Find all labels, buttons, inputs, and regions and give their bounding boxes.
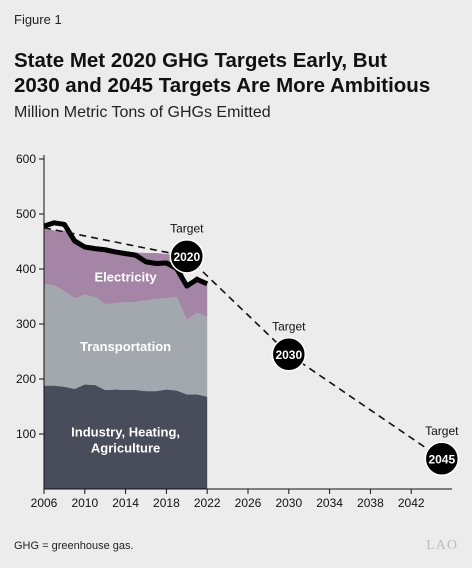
x-tick-label: 2014 <box>112 496 139 510</box>
x-tick-label: 2006 <box>31 496 58 510</box>
area-label: Agriculture <box>91 441 160 456</box>
area-label: Transportation <box>80 339 171 354</box>
total-emissions-line <box>43 220 209 289</box>
x-tick-label: 2030 <box>275 496 302 510</box>
y-tick-label: 200 <box>16 372 36 386</box>
target-caption: Target <box>425 424 459 438</box>
y-tick-label: 400 <box>16 262 36 276</box>
x-tick-label: 2026 <box>235 496 262 510</box>
x-tick-label: 2018 <box>153 496 180 510</box>
chart-title-line1: State Met 2020 GHG Targets Early, But <box>14 49 387 72</box>
area-transportation <box>44 283 208 397</box>
x-tick-label: 2010 <box>71 496 98 510</box>
y-tick-label: 300 <box>16 317 36 331</box>
lao-logo: LAO <box>426 538 458 553</box>
target-path-line <box>43 226 443 460</box>
target-marker-label: 2045 <box>428 452 455 466</box>
y-tick-label: 500 <box>16 207 36 221</box>
target-caption: Target <box>170 221 204 235</box>
x-tick-label: 2034 <box>316 496 343 510</box>
footnote: GHG = greenhouse gas. <box>14 540 134 552</box>
x-tick-label: 2038 <box>357 496 384 510</box>
target-marker-2045 <box>424 441 460 476</box>
area-label: Industry, Heating, <box>71 425 180 440</box>
target-marker-label: 2020 <box>173 250 200 264</box>
target-marker-2020 <box>169 239 205 274</box>
target-marker-2030 <box>271 337 307 372</box>
area-electricity <box>44 227 208 320</box>
target-marker-label: 2030 <box>275 348 302 362</box>
chart-title: State Met 2020 GHG Targets Early, But 20… <box>14 48 464 98</box>
figure-label: Figure 1 <box>14 12 62 27</box>
x-tick-label: 2042 <box>398 496 425 510</box>
y-tick-label: 600 <box>16 152 36 166</box>
area-industry-heating-agriculture <box>44 384 208 489</box>
x-tick-label: 2022 <box>194 496 221 510</box>
target-caption: Target <box>272 319 306 333</box>
chart-subtitle: Million Metric Tons of GHGs Emitted <box>14 104 271 121</box>
y-tick-label: 100 <box>16 427 36 441</box>
chart-title-line2: 2030 and 2045 Targets Are More Ambitious <box>14 74 431 97</box>
area-label: Electricity <box>95 270 158 285</box>
